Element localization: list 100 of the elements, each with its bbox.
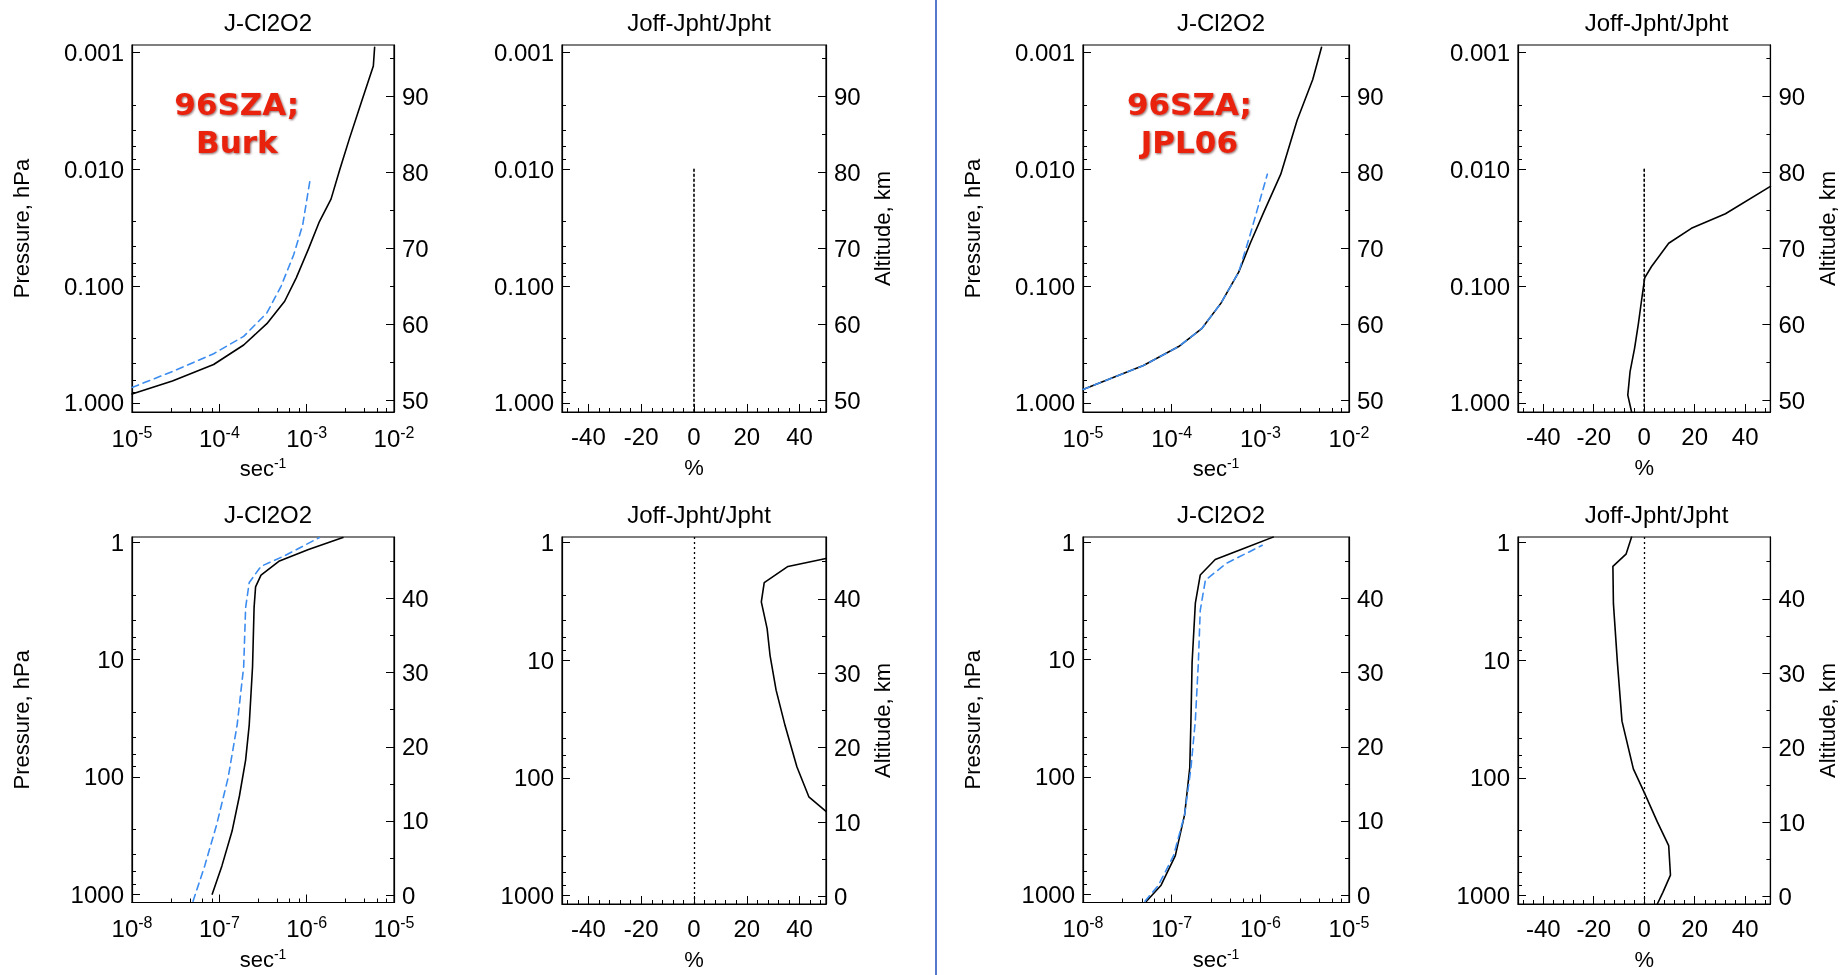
y2-tick-label: 10 <box>1357 807 1384 835</box>
y-axis-title: Pressure, hPa <box>959 649 985 790</box>
y2-tick-label: 60 <box>834 311 861 339</box>
chart-title: Joff-Jpht/Jpht <box>627 8 772 36</box>
y-tick-label: 10 <box>1048 646 1075 674</box>
y2-tick-label: 30 <box>402 659 429 687</box>
y-tick-label: 1 <box>540 528 554 556</box>
y-tick-label: 100 <box>83 763 124 791</box>
y-tick-label: 1.000 <box>63 389 124 417</box>
y2-tick-label: 60 <box>1778 311 1806 339</box>
x-tick-label: 20 <box>733 914 761 942</box>
x-tick-label: -40 <box>571 422 606 450</box>
x-tick-label: 40 <box>786 422 813 450</box>
y2-tick-label: 90 <box>1778 83 1806 111</box>
y2-tick-label: 40 <box>834 585 861 613</box>
y-tick-label: 0.010 <box>1449 155 1510 183</box>
x-tick-label: -20 <box>623 422 659 450</box>
x-tick-label: 20 <box>1681 914 1709 942</box>
x-axis-title: % <box>684 946 704 972</box>
chart-title: Joff-Jpht/Jpht <box>1584 8 1729 36</box>
y2-tick-label: 80 <box>834 159 861 187</box>
y-tick-label: 0.001 <box>63 39 124 67</box>
x-tick-label: 40 <box>1731 914 1759 942</box>
y-axis-title: Pressure, hPa <box>8 649 34 790</box>
y-tick-label: 100 <box>1469 764 1510 792</box>
y-tick-label: 1 <box>1061 528 1075 556</box>
chart-title: J-Cl2O2 <box>1176 500 1266 528</box>
y2-tick-label: 40 <box>402 585 429 613</box>
y-tick-label: 1000 <box>1021 880 1075 908</box>
x-tick-label: -20 <box>1576 422 1612 450</box>
y2-tick-label: 70 <box>402 235 429 263</box>
x-tick-label: 20 <box>1681 422 1709 450</box>
x-tick-label: 0 <box>687 422 701 450</box>
y-tick-label: 0.001 <box>1449 39 1510 67</box>
y-tick-label: 100 <box>1034 763 1075 791</box>
x-tick-label: -40 <box>1525 914 1561 942</box>
y-tick-label: 1.000 <box>493 389 554 417</box>
annotation: 96SZA; JPL06 <box>1126 86 1252 161</box>
y2-tick-label: 50 <box>1778 387 1806 415</box>
x-tick-label: -20 <box>623 914 659 942</box>
y2-tick-label: 40 <box>1778 585 1806 613</box>
y-tick-label: 10 <box>97 646 124 674</box>
y2-tick-label: 20 <box>402 733 429 761</box>
y-tick-label: 1.000 <box>1449 389 1510 417</box>
y2-tick-label: 30 <box>1778 659 1806 687</box>
chart-title: J-Cl2O2 <box>1176 8 1266 36</box>
x-axis-title: % <box>1634 946 1654 972</box>
y-tick-label: 10 <box>1483 646 1510 674</box>
chart-title: J-Cl2O2 <box>223 8 313 36</box>
y-tick-label: 0.001 <box>1014 39 1075 67</box>
y2-tick-label: 0 <box>1357 881 1371 909</box>
y2-tick-label: 10 <box>1778 808 1806 836</box>
y2-tick-label: 20 <box>834 734 861 762</box>
y-tick-label: 1 <box>110 528 124 556</box>
y2-axis-title: Altitude, km <box>870 663 896 778</box>
x-tick-label: 40 <box>786 914 813 942</box>
y2-tick-label: 10 <box>834 808 861 836</box>
x-tick-label: 20 <box>733 422 761 450</box>
chart-title: Joff-Jpht/Jpht <box>1584 500 1729 528</box>
y2-tick-label: 20 <box>1357 733 1384 761</box>
x-axis-title: % <box>1634 454 1654 480</box>
x-tick-label: -40 <box>1525 422 1561 450</box>
y2-tick-label: 50 <box>834 387 861 415</box>
y2-tick-label: 90 <box>1357 83 1384 111</box>
y-axis-title: Pressure, hPa <box>8 158 34 299</box>
y-tick-label: 0.100 <box>63 272 124 300</box>
y-tick-label: 10 <box>527 646 554 674</box>
x-tick-label: 0 <box>687 914 701 942</box>
y2-tick-label: 90 <box>834 83 861 111</box>
y-tick-label: 0.100 <box>493 272 554 300</box>
y2-tick-label: 20 <box>1778 734 1806 762</box>
x-tick-label: 0 <box>1637 914 1651 942</box>
x-tick-label: -20 <box>1576 914 1612 942</box>
x-tick-label: 0 <box>1637 422 1651 450</box>
y-tick-label: 0.010 <box>63 155 124 183</box>
annotation: 96SZA; Burk <box>174 86 300 161</box>
y-tick-label: 1000 <box>1456 882 1510 910</box>
y2-tick-label: 70 <box>834 235 861 263</box>
y-tick-label: 0.001 <box>493 39 554 67</box>
y2-tick-label: 50 <box>402 387 429 415</box>
y-tick-label: 1.000 <box>1014 389 1075 417</box>
x-tick-label: 40 <box>1731 422 1759 450</box>
y2-tick-label: 40 <box>1357 585 1384 613</box>
y-tick-label: 100 <box>513 764 554 792</box>
y2-tick-label: 60 <box>402 311 429 339</box>
y2-tick-label: 30 <box>1357 659 1384 687</box>
y2-tick-label: 70 <box>1357 235 1384 263</box>
y2-tick-label: 0 <box>834 883 848 911</box>
y2-tick-label: 80 <box>1778 159 1806 187</box>
y2-tick-label: 70 <box>1778 235 1806 263</box>
y2-axis-title: Altitude, km <box>870 171 896 286</box>
y2-tick-label: 60 <box>1357 311 1384 339</box>
y-tick-label: 0.100 <box>1014 272 1075 300</box>
y2-tick-label: 50 <box>1357 387 1384 415</box>
y2-tick-label: 0 <box>402 881 416 909</box>
y-tick-label: 0.010 <box>1014 155 1075 183</box>
y2-tick-label: 80 <box>402 159 429 187</box>
y2-axis-title: Altitude, km <box>1814 171 1840 286</box>
y2-tick-label: 10 <box>402 807 429 835</box>
y2-tick-label: 30 <box>834 659 861 687</box>
